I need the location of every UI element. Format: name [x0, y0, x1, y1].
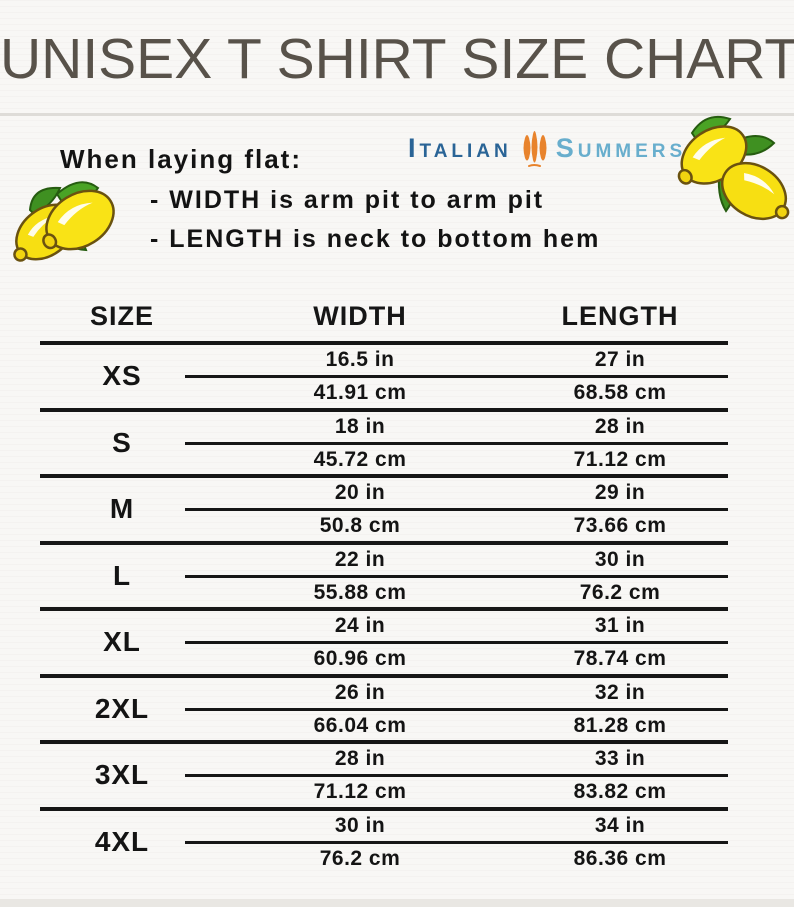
size-label: L — [112, 559, 132, 591]
length-cm: 73.66 cm — [573, 514, 667, 537]
width-inches: 18 in — [334, 414, 386, 438]
table-row-3xl: 3XL 28 in 33 in 71.12 cm 83.82 cm — [40, 744, 728, 811]
brand-word-italian: Italian — [408, 132, 512, 163]
page-title: UNISEX T SHIRT SIZE CHART — [0, 27, 794, 91]
size-label: S — [112, 426, 132, 458]
unit-divider-line — [185, 774, 728, 777]
cypress-trees-icon — [523, 131, 547, 167]
size-label: XL — [103, 626, 141, 657]
width-inches: 30 in — [334, 813, 386, 837]
title-divider — [0, 113, 794, 116]
length-inches: 31 in — [594, 614, 646, 637]
unit-divider-line — [185, 840, 728, 844]
column-header-length: LENGTH — [561, 301, 679, 331]
length-cm: 83.82 cm — [573, 780, 667, 803]
brand-word-summers: Summers — [555, 132, 687, 163]
unit-divider-line — [185, 441, 728, 445]
width-cm: 41.91 cm — [313, 381, 407, 404]
size-table: SIZE WIDTH LENGTH XS 16.5 in 27 in 41.91… — [40, 292, 728, 877]
unit-divider-line — [185, 641, 728, 644]
size-label: 4XL — [94, 825, 150, 857]
unit-divider-line — [185, 508, 728, 511]
width-inches: 22 in — [334, 547, 386, 571]
length-definition: - LENGTH is neck to bottom hem — [150, 225, 601, 253]
table-row-4xl: 4XL 30 in 34 in 76.2 cm 86.36 cm — [40, 811, 728, 878]
bottom-edge-strip — [0, 899, 794, 907]
length-cm: 71.12 cm — [573, 447, 667, 471]
unit-divider-line — [185, 375, 728, 378]
table-header-row: SIZE WIDTH LENGTH — [40, 292, 728, 345]
lemons-icon — [677, 115, 790, 221]
length-inches: 34 in — [594, 813, 646, 837]
brand-logo: Italian Summers — [408, 128, 686, 168]
length-inches: 29 in — [594, 481, 646, 504]
size-label: 2XL — [94, 692, 150, 724]
length-inches: 30 in — [594, 547, 646, 571]
size-label: XS — [102, 360, 142, 391]
length-inches: 32 in — [594, 680, 646, 704]
intro-heading: When laying flat: — [60, 144, 302, 174]
length-cm: 86.36 cm — [573, 846, 667, 870]
unit-divider-line — [185, 707, 728, 711]
table-row-2xl: 2XL 26 in 32 in 66.04 cm 81.28 cm — [40, 678, 728, 744]
width-definition: - WIDTH is arm pit to arm pit — [150, 186, 545, 214]
width-inches: 20 in — [334, 481, 386, 504]
width-cm: 60.96 cm — [313, 647, 407, 670]
width-cm: 76.2 cm — [319, 846, 401, 870]
unit-divider-line — [185, 574, 728, 578]
width-cm: 71.12 cm — [313, 780, 407, 803]
lemons-icon — [13, 181, 115, 262]
table-row-xl: XL 24 in 31 in 60.96 cm 78.74 cm — [40, 611, 728, 678]
width-inches: 26 in — [334, 680, 386, 704]
width-inches: 24 in — [334, 614, 386, 637]
width-inches: 28 in — [334, 747, 386, 770]
length-inches: 28 in — [594, 414, 646, 438]
width-cm: 55.88 cm — [313, 580, 407, 604]
column-header-width: WIDTH — [313, 301, 407, 331]
length-cm: 78.74 cm — [573, 647, 667, 670]
table-row-s: S 18 in 28 in 45.72 cm 71.12 cm — [40, 412, 728, 478]
length-cm: 81.28 cm — [573, 713, 667, 737]
table-row-xs: XS 16.5 in 27 in 41.91 cm 68.58 cm — [40, 345, 728, 412]
length-cm: 76.2 cm — [579, 580, 661, 604]
table-row-m: M 20 in 29 in 50.8 cm 73.66 cm — [40, 478, 728, 545]
width-cm: 45.72 cm — [313, 447, 407, 471]
size-label: 3XL — [94, 759, 150, 790]
length-inches: 27 in — [594, 348, 646, 371]
width-cm: 66.04 cm — [313, 713, 407, 737]
width-inches: 16.5 in — [325, 348, 395, 371]
length-inches: 33 in — [594, 747, 646, 770]
width-cm: 50.8 cm — [319, 514, 401, 537]
length-cm: 68.58 cm — [573, 381, 667, 404]
size-label: M — [109, 493, 135, 524]
table-row-l: L 22 in 30 in 55.88 cm 76.2 cm — [40, 545, 728, 611]
column-header-size: SIZE — [89, 301, 154, 331]
